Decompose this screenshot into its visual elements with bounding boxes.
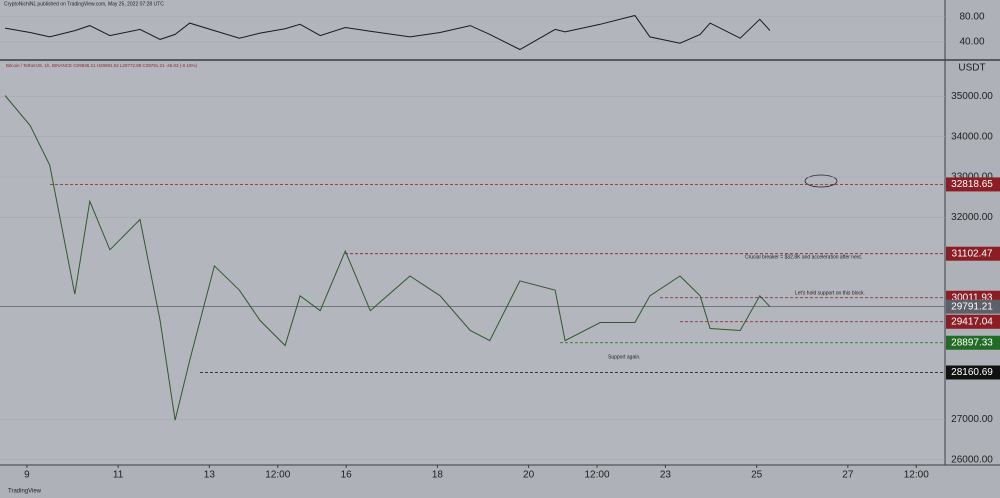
y-tick-label: 26000.00 (951, 454, 993, 465)
price-label: 28897.33 (951, 337, 993, 348)
price-label-box (946, 246, 1000, 261)
x-tick-label: 23 (660, 470, 672, 481)
series-line (4, 95, 771, 421)
price-label: 31102.47 (952, 248, 993, 259)
symbol-title: Bitcoin / TetherUS, 1h, BINANCE O29836.2… (6, 63, 198, 68)
logo: TradingView (8, 489, 42, 495)
x-tick-label: 12:00 (584, 470, 609, 481)
x-tick-label: 12:00 (904, 470, 929, 481)
annotation: Crucial breaker = $32.8K and acceleratio… (745, 254, 862, 260)
price-label-box (946, 365, 1000, 380)
price-label: 30011.93 (952, 292, 993, 303)
y-tick-label: 40.00 (959, 37, 984, 48)
x-tick-label: 18 (432, 470, 444, 481)
price-label: 29417.04 (951, 316, 993, 327)
price-pane (0, 62, 945, 465)
x-tick-label: 16 (341, 470, 353, 481)
price-label-box (946, 177, 1000, 192)
y-tick-label: 33000.00 (951, 172, 993, 183)
x-tick-label: 11 (113, 470, 124, 481)
price-label: 28160.69 (951, 367, 993, 378)
x-tick-label: 9 (24, 470, 30, 481)
x-tick-label: 20 (523, 470, 535, 481)
drawing (804, 174, 838, 188)
rsi-pane (0, 0, 945, 60)
y-tick-label: 80.00 (959, 11, 984, 22)
publisher: CryptoNichiNL published on TradingView.c… (4, 1, 164, 7)
price-label: 29791.21 (951, 301, 993, 312)
price-label: 32818.65 (951, 179, 993, 190)
x-tick-label: 12:00 (265, 470, 290, 481)
x-tick-label: 13 (204, 470, 216, 481)
y-axis-label: USDT (958, 63, 985, 74)
x-tick-label: 25 (751, 470, 763, 481)
price-label-box (946, 299, 1000, 314)
annotation: Let's hold support on this block. (795, 290, 865, 296)
y-tick-label: 35000.00 (951, 91, 993, 102)
price-label-box (946, 335, 1000, 350)
price-label-box (946, 314, 1000, 329)
y-tick-label: 32000.00 (951, 212, 993, 223)
annotation: Support again. (608, 354, 641, 360)
y-tick-label: 34000.00 (951, 131, 993, 142)
y-tick-label: 27000.00 (951, 414, 993, 425)
series-line (4, 14, 771, 51)
x-tick-label: 27 (842, 470, 854, 481)
